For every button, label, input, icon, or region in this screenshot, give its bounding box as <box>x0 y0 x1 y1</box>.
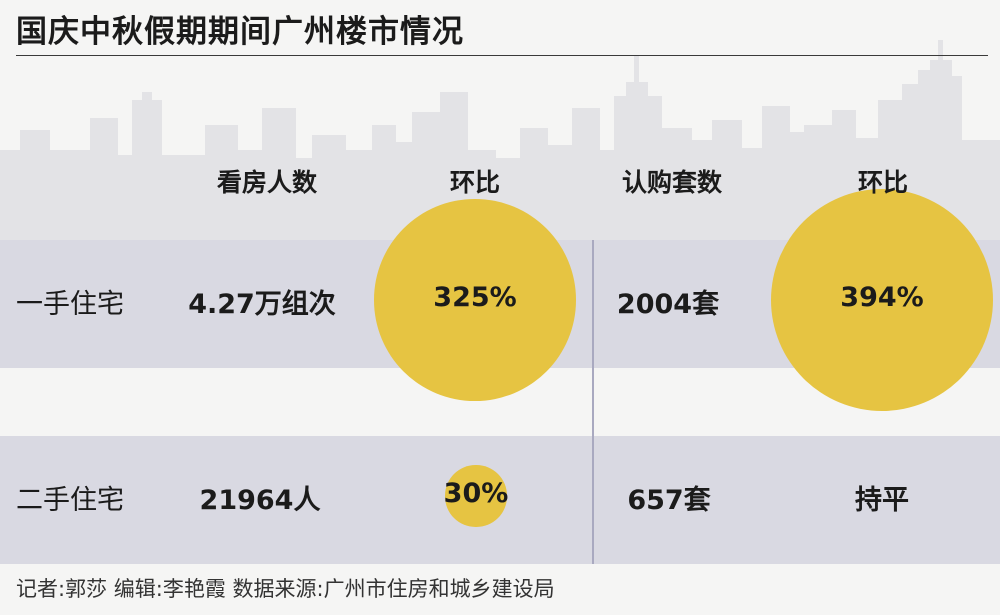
cell-new-subscriptions-mom: 394% <box>840 282 924 313</box>
mom-circle-new-subscriptions <box>771 189 993 411</box>
cell-resale-viewings: 21964人 <box>199 485 321 516</box>
row-label-resale-homes: 二手住宅 <box>16 485 124 516</box>
city-skyline-background <box>0 40 1000 240</box>
cell-new-viewings: 4.27万组次 <box>188 289 336 320</box>
cell-resale-subscriptions: 657套 <box>627 485 711 516</box>
header-subscriptions-mom: 环比 <box>857 168 908 197</box>
header-subscriptions: 认购套数 <box>621 168 722 197</box>
cell-new-viewings-mom: 325% <box>433 282 517 313</box>
skyline-shape <box>0 40 1000 240</box>
cell-new-subscriptions: 2004套 <box>616 289 720 320</box>
title-underline <box>16 55 988 56</box>
page-title: 国庆中秋假期期间广州楼市情况 <box>16 14 464 50</box>
header-viewings-mom: 环比 <box>449 168 500 197</box>
column-divider <box>592 240 594 564</box>
cell-resale-viewings-mom: 30% <box>443 478 509 509</box>
credits-footer: 记者:郭莎 编辑:李艳霞 数据来源:广州市住房和城乡建设局 <box>16 577 555 601</box>
row-label-new-homes: 一手住宅 <box>16 289 124 320</box>
cell-resale-subscriptions-mom: 持平 <box>855 485 909 516</box>
header-viewings: 看房人数 <box>216 168 317 197</box>
mom-circle-new-viewings <box>374 199 576 401</box>
mom-circle-resale-viewings <box>445 465 507 527</box>
